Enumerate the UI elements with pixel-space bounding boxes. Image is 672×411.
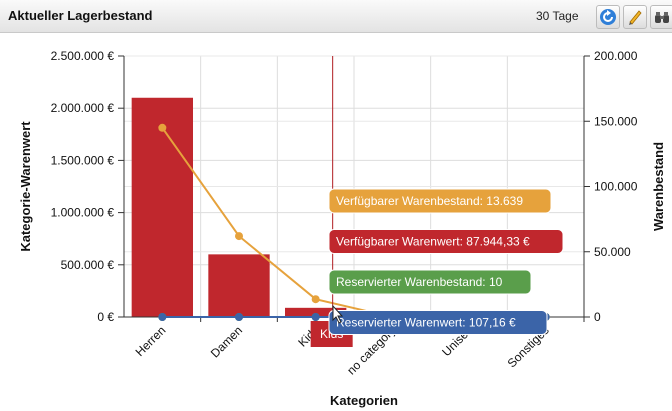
- left-tick-label: 500.000 €: [61, 258, 115, 272]
- data-point: [311, 295, 320, 304]
- widget-header: Aktueller Lagerbestand 30 Tage: [0, 0, 672, 33]
- left-axis-title: Kategorie-Warenwert: [18, 121, 33, 252]
- data-point: [311, 312, 320, 321]
- data-point: [235, 313, 243, 321]
- x-tick-label: Damen: [208, 323, 245, 360]
- edit-icon: [629, 10, 642, 25]
- x-tick-label: Herren: [133, 323, 169, 359]
- x-axis-title: Kategorien: [330, 393, 398, 408]
- left-tick-label: 2.000.000 €: [51, 101, 115, 115]
- bar-herren: [131, 97, 193, 317]
- period-selector[interactable]: 30 Tage: [536, 9, 579, 23]
- right-axis-title: Warenbestand: [651, 142, 666, 231]
- right-tick-label: 200.000: [594, 49, 638, 63]
- right-tick-label: 0: [594, 310, 601, 324]
- right-tick-label: 100.000: [594, 180, 638, 194]
- refresh-button[interactable]: [596, 5, 620, 29]
- right-tick-label: 150.000: [594, 114, 638, 128]
- data-point: [158, 313, 167, 321]
- left-tick-label: 2.500.000 €: [51, 49, 115, 63]
- search-button[interactable]: [650, 5, 672, 29]
- left-tick-label: 1.500.000 €: [51, 153, 115, 167]
- tooltip-row-box: [328, 310, 548, 335]
- left-tick-label: 0 €: [97, 310, 114, 324]
- data-point: [235, 232, 243, 241]
- binoculars-icon: [655, 12, 669, 23]
- widget-title: Aktueller Lagerbestand: [8, 8, 153, 23]
- tooltip-row-box: [328, 269, 532, 295]
- tooltip-row-box: [328, 229, 564, 254]
- pointer-cursor-icon: [332, 304, 344, 324]
- data-point: [158, 123, 167, 132]
- right-tick-label: 50.000: [594, 245, 631, 259]
- tooltip-row-text: Verfügbarer Warenbestand: 13.639: [336, 194, 523, 208]
- bar-kids: [285, 307, 347, 317]
- bar-damen: [208, 254, 270, 317]
- edit-button[interactable]: [623, 5, 647, 29]
- stock-chart: 0 € 500.000 € 1.000.000 € 1.500.000 € 2.000.…: [18, 49, 666, 408]
- tooltip-row-text: Verfügbarer Warenwert: 87.944,33 €: [336, 235, 530, 249]
- tooltip-row-box: [328, 188, 552, 214]
- tooltip-row-text: Reservierter Warenwert: 107,16 €: [336, 316, 516, 330]
- refresh-icon: [600, 9, 616, 25]
- tooltip-row-text: Reservierter Warenbestand: 10: [336, 275, 503, 289]
- left-tick-label: 1.000.000 €: [51, 206, 115, 220]
